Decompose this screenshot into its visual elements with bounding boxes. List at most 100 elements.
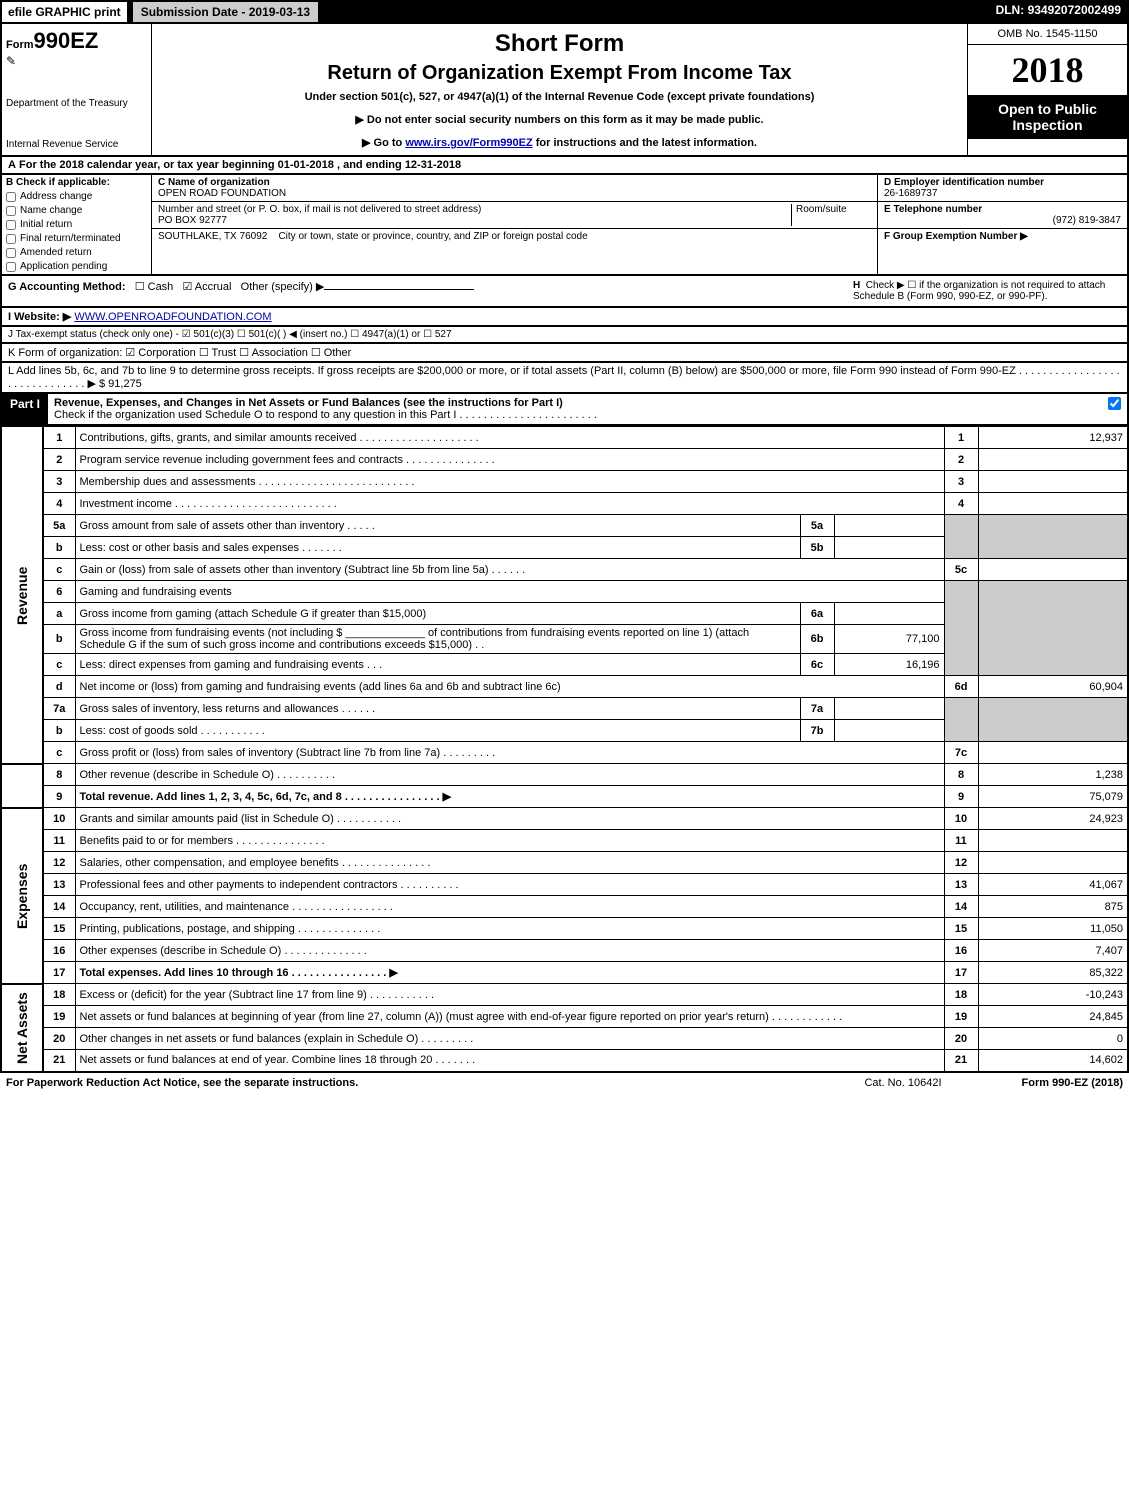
l6b-sv: 77,100	[834, 625, 944, 654]
l17-desc: Total expenses. Add lines 10 through 16 …	[75, 962, 944, 984]
c-city-row: SOUTHLAKE, TX 76092 City or town, state …	[152, 229, 877, 274]
ein-value: 26-1689737	[884, 188, 937, 199]
l20-rn: 20	[944, 1028, 978, 1050]
l11-desc: Benefits paid to or for members . . . . …	[75, 830, 944, 852]
chk-application-pending-label: Application pending	[20, 261, 107, 272]
row-gh: G Accounting Method: ☐ Cash ☑ Accrual Ot…	[0, 276, 1129, 308]
l14-num: 14	[43, 896, 75, 918]
chk-final-return-box[interactable]	[6, 234, 16, 244]
g-cash: Cash	[148, 281, 174, 293]
c-addr-label: Number and street (or P. O. box, if mail…	[158, 204, 481, 215]
l6d-rv: 60,904	[978, 676, 1128, 698]
l10-num: 10	[43, 808, 75, 830]
l5a-desc: Gross amount from sale of assets other t…	[75, 515, 800, 537]
part-i-header: Part I Revenue, Expenses, and Changes in…	[0, 394, 1129, 426]
l6abc-shadeval	[978, 581, 1128, 676]
row-g: G Accounting Method: ☐ Cash ☑ Accrual Ot…	[2, 276, 847, 306]
a-end: 12-31-2018	[405, 159, 461, 171]
short-form-title: Short Form	[158, 30, 961, 58]
l6a-desc: Gross income from gaming (attach Schedul…	[75, 603, 800, 625]
form-number: Form990EZ	[6, 28, 147, 54]
goto-link[interactable]: www.irs.gov/Form990EZ	[405, 137, 532, 149]
under-section: Under section 501(c), 527, or 4947(a)(1)…	[158, 91, 961, 103]
l6a-sn: 6a	[800, 603, 834, 625]
chk-name-change-box[interactable]	[6, 206, 16, 216]
l5b-sn: 5b	[800, 537, 834, 559]
chk-final-return: Final return/terminated	[6, 233, 147, 244]
g-other: Other (specify) ▶	[241, 281, 325, 293]
form-990ez: 990EZ	[34, 28, 99, 53]
l8-rn: 8	[944, 764, 978, 786]
l18-desc: Excess or (deficit) for the year (Subtra…	[75, 984, 944, 1006]
l7b-sn: 7b	[800, 720, 834, 742]
telephone-value: (972) 819-3847	[884, 215, 1121, 226]
website-link[interactable]: WWW.OPENROADFOUNDATION.COM	[74, 311, 271, 323]
l21-rn: 21	[944, 1050, 978, 1072]
part-i-checkbox[interactable]	[1108, 397, 1121, 410]
l18-rn: 18	[944, 984, 978, 1006]
l20-num: 20	[43, 1028, 75, 1050]
part-i-checkbox-cell	[1102, 394, 1127, 424]
open-public: Open to PublicInspection	[968, 95, 1127, 139]
l7a-desc: Gross sales of inventory, less returns a…	[75, 698, 800, 720]
form-prefix: Form	[6, 39, 34, 51]
l10-desc: Grants and similar amounts paid (list in…	[75, 808, 944, 830]
l5b-desc: Less: cost or other basis and sales expe…	[75, 537, 800, 559]
l2-desc: Program service revenue including govern…	[75, 449, 944, 471]
sidebar-revenue: Revenue	[1, 427, 43, 764]
l7ab-shadenum	[944, 698, 978, 742]
l18-num: 18	[43, 984, 75, 1006]
l8-rv: 1,238	[978, 764, 1128, 786]
room-label: Room/suite	[796, 204, 847, 215]
l1-desc: Contributions, gifts, grants, and simila…	[75, 427, 944, 449]
sidebar-revenue2	[1, 764, 43, 808]
a-text2: , and ending	[337, 159, 405, 171]
return-title: Return of Organization Exempt From Incom…	[158, 62, 961, 85]
dln-value: 93492072002499	[1028, 3, 1121, 17]
row-l: L Add lines 5b, 6c, and 7b to line 9 to …	[0, 363, 1129, 394]
l15-rv: 11,050	[978, 918, 1128, 940]
c-name-row: C Name of organization OPEN ROAD FOUNDAT…	[152, 175, 877, 202]
l6a-num: a	[43, 603, 75, 625]
h-label: H	[853, 280, 860, 291]
col-b: B Check if applicable: Address change Na…	[2, 175, 152, 274]
l20-desc: Other changes in net assets or fund bala…	[75, 1028, 944, 1050]
chk-final-return-label: Final return/terminated	[20, 233, 121, 244]
topbar-spacer	[320, 0, 987, 24]
chk-amended-return-box[interactable]	[6, 248, 16, 258]
chk-amended-return-label: Amended return	[20, 247, 92, 258]
ssn-notice: ▶ Do not enter social security numbers o…	[158, 113, 961, 126]
g-label: G Accounting Method:	[8, 281, 126, 293]
l17-rv: 85,322	[978, 962, 1128, 984]
l7b-num: b	[43, 720, 75, 742]
efile-label: efile GRAPHIC print	[0, 0, 129, 24]
g-other-field[interactable]	[324, 289, 474, 290]
l7a-sn: 7a	[800, 698, 834, 720]
l16-desc: Other expenses (describe in Schedule O) …	[75, 940, 944, 962]
b-label: B	[6, 177, 13, 188]
l1-rn: 1	[944, 427, 978, 449]
l7c-desc: Gross profit or (loss) from sales of inv…	[75, 742, 944, 764]
a-begin: 01-01-2018	[278, 159, 334, 171]
top-bar: efile GRAPHIC print Submission Date - 20…	[0, 0, 1129, 24]
f-row: F Group Exemption Number ▶	[878, 229, 1127, 244]
l9-desc-text: Total revenue. Add lines 1, 2, 3, 4, 5c,…	[80, 791, 452, 803]
l5c-desc: Gain or (loss) from sale of assets other…	[75, 559, 944, 581]
chk-address-change: Address change	[6, 191, 147, 202]
l11-rn: 11	[944, 830, 978, 852]
l5b-num: b	[43, 537, 75, 559]
l3-num: 3	[43, 471, 75, 493]
chk-initial-return-box[interactable]	[6, 220, 16, 230]
l5b-sv	[834, 537, 944, 559]
open-line2: Inspection	[1012, 117, 1082, 133]
chk-address-change-box[interactable]	[6, 192, 16, 202]
l5c-rv	[978, 559, 1128, 581]
l7b-desc: Less: cost of goods sold . . . . . . . .…	[75, 720, 800, 742]
chk-amended-return: Amended return	[6, 247, 147, 258]
chk-application-pending-box[interactable]	[6, 262, 16, 272]
irs-name: Internal Revenue Service	[6, 139, 147, 150]
l12-num: 12	[43, 852, 75, 874]
a-label: A	[8, 159, 16, 171]
l6b-num: b	[43, 625, 75, 654]
l6c-desc: Less: direct expenses from gaming and fu…	[75, 654, 800, 676]
